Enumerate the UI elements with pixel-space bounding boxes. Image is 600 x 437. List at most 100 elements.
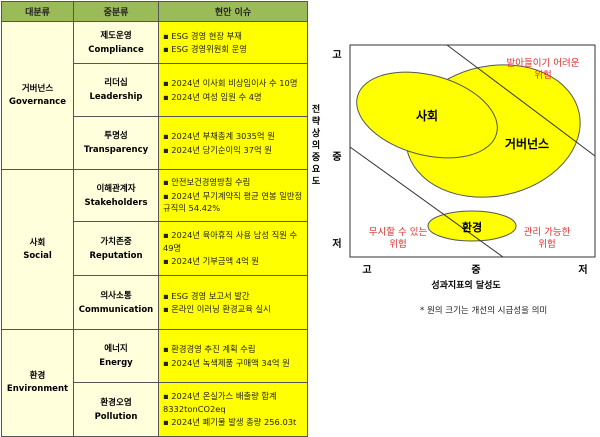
issue-item: ▪ 2024년 육아휴직 사용 남성 직원 수 49명	[163, 230, 298, 253]
issue-text: 2024년 무기계약직 평균 연봉 일반정규직의 54.42%	[163, 190, 303, 214]
issues-cell: ▪ 안전보건경영방침 수립 ▪ 2024년 무기계약직 평균 연봉 일반정규직의 …	[158, 169, 308, 222]
category-cell: 거버넌스 Governance	[1, 21, 74, 170]
issue-text: 환경경영 추진 계획 수립	[171, 344, 256, 354]
subcategory-en: Transparency	[83, 145, 149, 155]
subcategory-ko: 제도운영	[100, 30, 132, 41]
zone-label: 관리 가능한	[524, 227, 571, 238]
issue-item: ▪ 2024년 당기순이익 37억 원	[163, 144, 272, 155]
issue-text: 2024년 이사회 비상임이사 수 10명	[171, 78, 298, 88]
subcategory-en: Reputation	[89, 250, 143, 261]
category-en: Social	[23, 250, 52, 261]
issue-item: ▪ 안전보건경영방침 수립	[163, 177, 251, 188]
subcategory-cell: 의사소통 Communication	[73, 275, 159, 330]
subcategory-cell: 가치존중 Reputation	[73, 221, 159, 276]
issue-text: 안전보건경영방침 수립	[171, 177, 251, 188]
y-tick: 중	[332, 151, 341, 163]
subcategory-en: Pollution	[94, 411, 138, 422]
issue-item: ▪ 2024년 온실가스 배출량 합계 8332tonCO2eq	[163, 391, 277, 414]
bubble-size-note: * 원의 크기는 개선의 시급성을 의미	[420, 306, 548, 316]
esg-issue-table: 대분류 중분류 현안 이슈 거버넌스 Governance 제도운영 Complian…	[1, 1, 308, 437]
issue-text: 2024년 온실가스 배출량 합계 8332tonCO2eq	[163, 391, 277, 414]
x-tick: 저	[578, 263, 587, 276]
bubble-label-social: 사회	[416, 108, 438, 123]
subcategory-ko: 투명성	[104, 131, 128, 141]
issue-item: ▪ 2024년 기부금액 4억 원	[163, 256, 260, 267]
issue-item: ▪ 온라인 이러닝 환경교육 실시	[163, 304, 271, 314]
issues-cell: ▪ 2024년 육아휴직 사용 남성 직원 수 49명 ▪ 2024년 기부금액 …	[158, 221, 308, 276]
issue-item: ▪ ESG 경영 현장 부재	[163, 30, 242, 41]
table-row: 의사소통 Communication ▪ ESG 경영 보고서 발간 ▪ 온라인 이러…	[2, 275, 308, 330]
header-middle: 중분류	[73, 1, 159, 22]
issue-text: 2024년 당기순이익 37억 원	[171, 144, 272, 155]
issue-text: 2024년 폐기물 발생 총량 256.03t	[171, 417, 297, 428]
subcategory-ko: 리더십	[104, 78, 128, 88]
x-axis-title: 성과지표의 달성도	[431, 279, 501, 291]
category-cell: 환경 Environment	[1, 329, 74, 437]
issue-item: ▪ 2024년 부채총계 3035억 원	[163, 131, 275, 141]
issues-cell: ▪ 2024년 이사회 비상임이사 수 10명 ▪ 2024년 여성 임원 수 4…	[158, 63, 308, 117]
issue-text: ESG 경영 보고서 발간	[171, 290, 250, 301]
table-row: 리더십 Leadership ▪ 2024년 이사회 비상임이사 수 10명 ▪ 20…	[2, 63, 308, 117]
issue-text: 2024년 녹색제품 구매액 34억 원	[171, 357, 290, 368]
y-tick: 고	[332, 49, 341, 61]
issue-item: ▪ ESG 경영 보고서 발간	[163, 290, 250, 301]
lower-zone-line	[349, 146, 504, 258]
x-tick: 중	[471, 264, 480, 276]
header-major: 대분류	[1, 1, 74, 22]
y-axis-title-char: 중	[312, 152, 320, 163]
category-en: Environment	[6, 384, 69, 394]
bubble-social	[356, 71, 498, 159]
y-axis-title-char: 도	[312, 176, 321, 187]
issues-cell: ▪ 2024년 온실가스 배출량 합계 8332tonCO2eq ▪ 2024년 …	[158, 382, 308, 437]
y-axis-title-char: 략	[312, 115, 321, 127]
subcategory-en: Compliance	[88, 44, 144, 55]
subcategory-en: Leadership	[89, 92, 143, 102]
issue-text: 온라인 이러닝 환경교육 실시	[171, 304, 271, 314]
zone-label: 위험	[534, 69, 551, 81]
y-axis-title-char: 요	[312, 164, 321, 175]
category-en: Governance	[9, 96, 66, 107]
issue-text: 2024년 육아휴직 사용 남성 직원 수 49명	[163, 230, 298, 253]
subcategory-en: Energy	[99, 358, 133, 368]
issues-cell: ▪ ESG 경영 현장 부재 ▪ ESG 경영위원회 운영	[158, 21, 308, 64]
table-row: 사회 Social 이해관계자 Stakeholders ▪ 안전보건경영방침 수립 ▪ …	[1, 169, 308, 330]
table-row: 거버넌스 Governance 제도운영 Compliance ▪ ESG 경영 현장 …	[1, 21, 308, 170]
table-row: 환경 Environment 에너지 Energy ▪ 환경경영 추진 계획 수립 ▪ 2…	[1, 329, 308, 437]
y-axis-title-char: 상	[312, 127, 321, 139]
issue-item: ▪ ESG 경영위원회 운영	[163, 44, 247, 54]
y-axis-title-char: 전	[312, 103, 320, 115]
issues-cell: ▪ ESG 경영 보고서 발간 ▪ 온라인 이러닝 환경교육 실시	[158, 275, 308, 330]
zone-label: 위험	[538, 238, 555, 250]
subcategory-ko: 가치존중	[100, 236, 132, 247]
issue-item: ▪ 2024년 폐기물 발생 총량 256.03t	[163, 417, 297, 428]
issue-item: ▪ 환경경영 추진 계획 수립	[163, 344, 256, 354]
subcategory-cell: 이해관계자 Stakeholders	[73, 169, 159, 222]
subcategory-ko: 이해관계자	[96, 183, 136, 194]
upper-zone-line	[446, 44, 596, 157]
issue-item: ▪ 2024년 여성 임원 수 4명	[163, 91, 262, 102]
subcategory-cell: 리더십 Leadership	[73, 63, 159, 117]
issue-text: 2024년 부채총계 3035억 원	[171, 131, 275, 141]
issue-item: ▪ 2024년 무기계약직 평균 연봉 일반정규직의 54.42%	[163, 190, 303, 214]
table-row: 환경오염 Pollution ▪ 2024년 온실가스 배출량 합계 8332ton…	[2, 382, 308, 437]
issue-item: ▪ 2024년 녹색제품 구매액 34억 원	[163, 357, 290, 368]
issue-item: ▪ 2024년 이사회 비상임이사 수 10명	[163, 78, 298, 88]
subcategory-cell: 제도운영 Compliance	[73, 21, 159, 64]
category-ko: 사회	[29, 237, 46, 248]
zone-label: 위험	[389, 238, 406, 250]
bubble-label-environment: 환경	[462, 220, 482, 234]
bubble-label-governance: 거버넌스	[505, 136, 549, 151]
issues-cell: ▪ 환경경영 추진 계획 수립 ▪ 2024년 녹색제품 구매액 34억 원	[158, 329, 308, 383]
subcategory-ko: 환경오염	[100, 397, 132, 408]
subcategory-ko: 에너지	[104, 344, 128, 354]
issue-text: 2024년 기부금액 4억 원	[171, 256, 260, 267]
table-row: 가치존중 Reputation ▪ 2024년 육아휴직 사용 남성 직원 수 49…	[2, 221, 308, 276]
category-cell: 사회 Social	[1, 169, 74, 330]
issue-text: 2024년 여성 임원 수 4명	[171, 91, 262, 102]
subcategory-cell: 환경오염 Pollution	[73, 382, 159, 437]
x-tick: 고	[362, 264, 371, 276]
category-ko: 환경	[29, 371, 46, 381]
y-tick: 저	[332, 237, 341, 250]
y-axis-title-char: 의	[312, 139, 320, 151]
